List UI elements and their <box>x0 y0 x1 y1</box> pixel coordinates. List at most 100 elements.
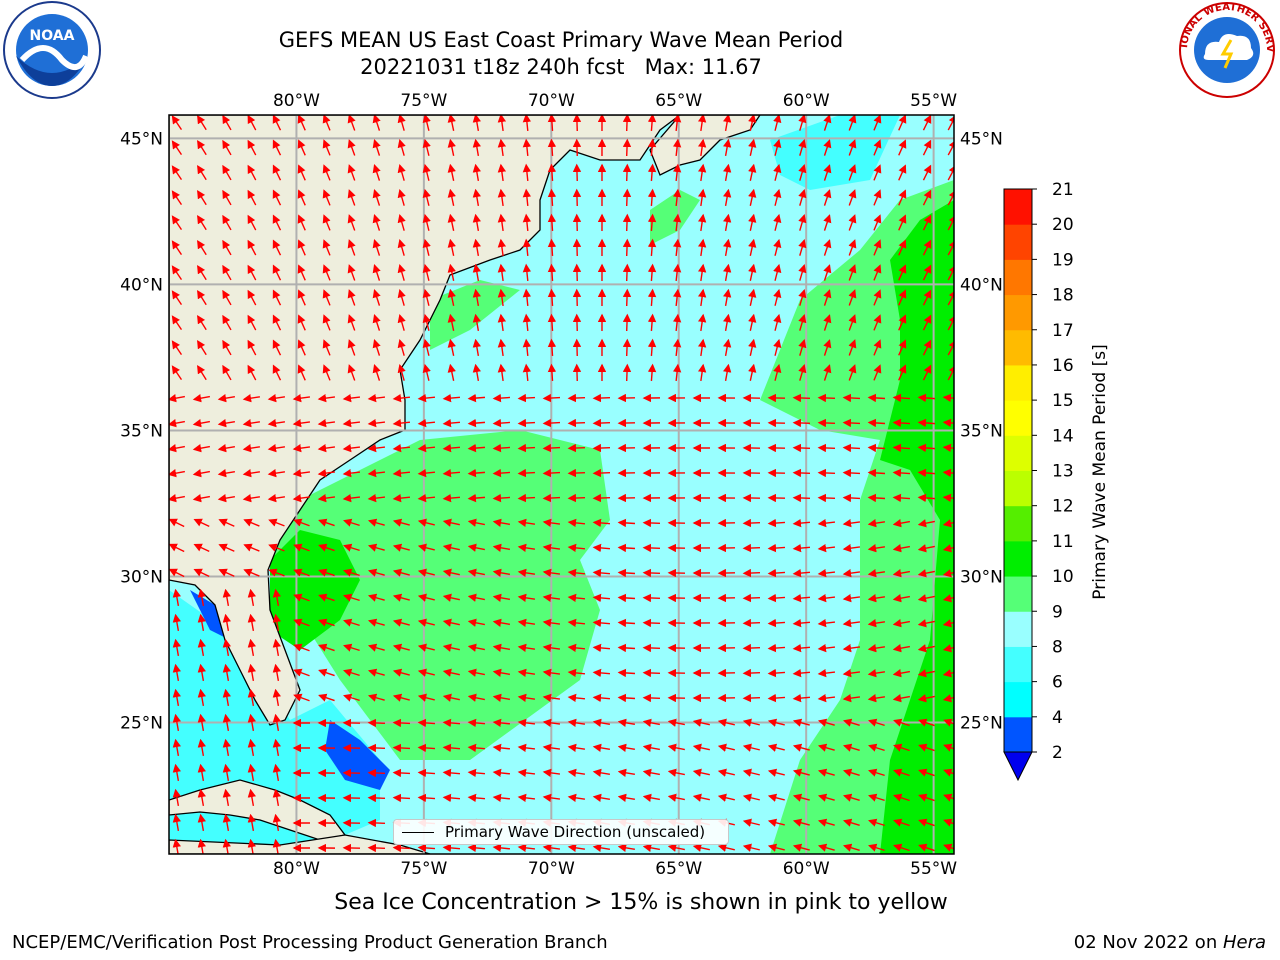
wave-arrow <box>823 289 832 306</box>
wave-arrow <box>767 768 785 777</box>
wave-arrow <box>417 643 435 652</box>
wave-arrow <box>647 213 657 232</box>
footer-credit: NCEP/EMC/Verification Post Processing Pr… <box>12 932 608 953</box>
wave-arrow <box>517 843 536 853</box>
wave-arrow <box>417 568 435 577</box>
wave-arrow <box>467 718 486 728</box>
wave-arrow <box>892 694 910 703</box>
wave-arrow <box>517 493 536 503</box>
wave-arrow <box>547 263 557 282</box>
wave-arrow <box>723 363 732 381</box>
colorbar-tick-label: 12 <box>1052 497 1074 517</box>
wave-arrow <box>617 768 636 777</box>
wave-arrow <box>417 443 436 453</box>
wave-arrow <box>243 518 260 527</box>
wave-arrow <box>947 189 954 206</box>
wave-arrow <box>397 213 406 231</box>
wave-arrow <box>842 668 861 678</box>
wave-arrow <box>247 239 257 256</box>
wave-arrow <box>342 418 361 428</box>
wave-arrow <box>497 115 507 132</box>
wave-arrow <box>667 718 685 727</box>
left-lat-label: 30°N <box>120 568 163 588</box>
bottom-lon-label: 75°W <box>400 859 447 879</box>
wave-arrow <box>947 139 954 156</box>
wave-arrow <box>317 418 336 428</box>
wave-arrow <box>372 264 381 281</box>
wave-arrow <box>492 643 511 652</box>
colorbar-title: Primary Wave Mean Period [s] <box>1090 344 1110 599</box>
wave-arrow <box>467 843 486 853</box>
bottom-lon-label: 60°W <box>783 859 830 879</box>
colorbar-tick-label: 20 <box>1052 215 1074 235</box>
wave-arrow <box>272 713 281 732</box>
wave-arrow <box>367 818 386 828</box>
wave-arrow <box>392 793 411 803</box>
wave-arrow <box>622 115 632 132</box>
wave-arrow <box>823 239 832 256</box>
wave-arrow <box>442 418 461 428</box>
wave-arrow <box>792 443 811 453</box>
wave-arrow <box>197 738 206 757</box>
wave-arrow <box>522 363 532 382</box>
wave-arrow <box>817 843 835 852</box>
wave-arrow <box>417 593 435 602</box>
wave-arrow <box>247 264 257 281</box>
wave-arrow <box>169 394 185 403</box>
wave-arrow <box>467 443 486 453</box>
wave-arrow <box>947 314 954 331</box>
wave-arrow <box>322 164 331 181</box>
left-lat-label: 35°N <box>120 421 163 441</box>
wave-arrow <box>397 338 406 356</box>
wave-arrow <box>442 768 461 778</box>
wave-arrow <box>748 188 757 206</box>
wave-arrow <box>748 288 757 306</box>
wave-arrow <box>547 238 557 257</box>
wave-arrow <box>447 188 456 206</box>
wave-arrow <box>522 288 532 307</box>
wave-arrow <box>243 568 260 577</box>
wave-arrow <box>817 768 835 777</box>
wave-arrow <box>942 468 954 478</box>
wave-arrow <box>297 214 306 231</box>
wave-arrow <box>942 694 954 703</box>
wave-arrow <box>472 115 481 132</box>
wave-arrow <box>592 418 611 428</box>
wave-arrow <box>642 568 661 578</box>
wave-arrow <box>622 288 632 307</box>
wave-arrow <box>447 138 456 156</box>
wave-arrow <box>792 843 810 852</box>
wave-arrow <box>942 669 954 678</box>
wave-arrow <box>622 188 632 207</box>
wave-arrow <box>892 519 910 528</box>
wave-arrow <box>467 618 485 627</box>
wave-arrow <box>723 313 732 331</box>
wave-arrow <box>918 843 935 852</box>
wave-arrow <box>342 468 361 478</box>
top-lon-label: 55°W <box>910 91 957 111</box>
wave-arrow <box>572 313 582 332</box>
wave-arrow <box>717 793 735 802</box>
wave-arrow <box>222 189 232 206</box>
wave-arrow <box>367 593 385 602</box>
wave-arrow <box>672 263 682 282</box>
wave-arrow <box>169 494 185 503</box>
wave-arrow <box>867 619 886 628</box>
wave-arrow <box>867 644 886 653</box>
wave-arrow <box>467 468 486 478</box>
wave-arrow <box>848 239 857 256</box>
wave-arrow <box>922 314 932 331</box>
wave-arrow <box>647 288 657 307</box>
wave-arrow <box>242 494 261 503</box>
wave-arrow <box>748 115 757 131</box>
wave-arrow <box>592 718 611 727</box>
wave-arrow <box>492 443 511 453</box>
wave-arrow <box>169 419 185 428</box>
noaa-logo: NOAA <box>3 1 101 99</box>
wave-arrow <box>492 393 511 403</box>
colorbar-tick-label: 15 <box>1052 391 1074 411</box>
wave-arrow <box>572 338 582 357</box>
wave-arrow <box>497 188 507 207</box>
wave-arrow <box>542 593 561 603</box>
wave-arrow <box>171 290 183 306</box>
